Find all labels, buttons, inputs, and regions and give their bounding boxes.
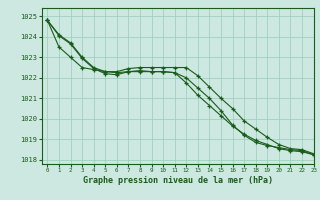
X-axis label: Graphe pression niveau de la mer (hPa): Graphe pression niveau de la mer (hPa) — [83, 176, 273, 185]
